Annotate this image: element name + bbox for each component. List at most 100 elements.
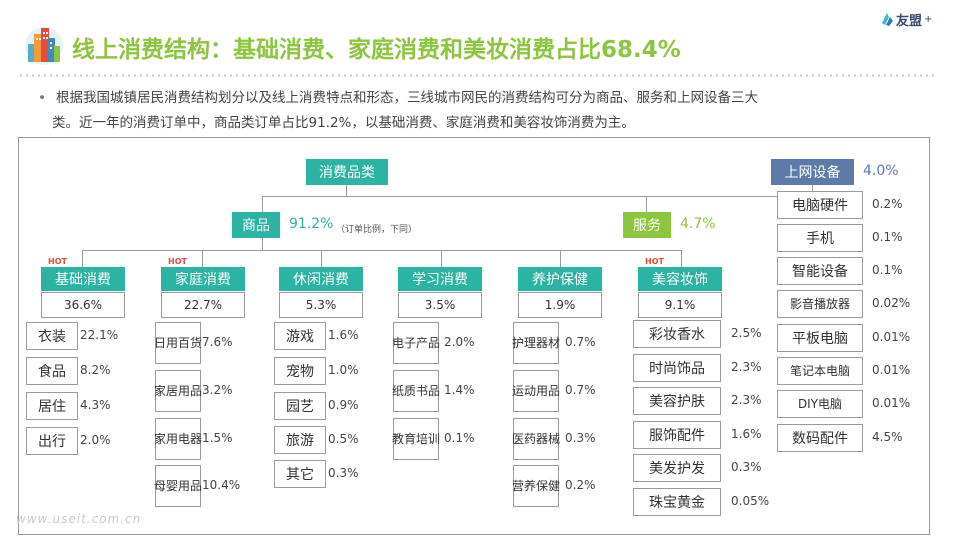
category-pct: 36.6% [41,292,125,318]
connector [560,250,561,267]
device-item: 影音播放器 [777,290,863,318]
category-item: 家用 电器 [154,418,202,460]
connector [82,250,682,251]
category-item: 居住 [26,392,78,420]
device-item-value: 0.01% [872,396,911,410]
connector [646,196,647,212]
category-item: 衣装 [26,322,78,350]
category-item: 教育 培训 [392,418,440,460]
connector [262,196,812,197]
category-node: 基础消费 [41,267,125,291]
category-item-value: 22.1% [80,328,119,342]
intro-line-2: 类。近一年的消费订单中，商品类订单占比91.2%，以基础消费、家庭消费和美容妆饰… [52,115,635,131]
category-item: 旅游 [274,426,326,454]
category-item: 彩妆香水 [633,320,721,348]
device-item-value: 0.02% [872,296,911,310]
category-item-value: 2.5% [731,326,762,340]
category-node: 养护保健 [518,267,602,291]
category-item-value: 8.2% [80,363,111,377]
category-pct: 22.7% [161,292,245,318]
category-item-value: 1.0% [328,363,359,377]
category-item: 其它 [274,460,326,488]
hot-badge: HOT [168,257,187,266]
category-item: 医药 器械 [512,418,560,460]
device-item-value: 0.1% [872,230,903,244]
device-item-value: 0.2% [872,197,903,211]
category-pct: 5.3% [279,292,363,318]
device-item-value: 0.01% [872,363,911,377]
logo-text: 友盟 [896,13,923,29]
category-item-value: 0.7% [565,383,596,397]
connector [681,250,682,267]
category-item-value: 0.3% [731,460,762,474]
category-item: 食品 [26,357,78,385]
category-pct: 3.5% [398,292,482,318]
category-node: 家庭消费 [161,267,245,291]
device-item: 笔记本电脑 [777,357,863,385]
watermark: www.useit.com.cn [16,512,142,526]
category-item: 服饰配件 [633,421,721,449]
category-item-value: 0.3% [328,466,359,480]
category-item: 游戏 [274,322,326,350]
diagram-frame [18,137,930,535]
category-item-value: 1.6% [328,328,359,342]
goods-node: 商品 [232,212,280,238]
device-item: 电脑硬件 [777,191,863,219]
category-item-value: 1.5% [202,431,233,445]
category-item: 家居 用品 [154,370,202,412]
category-item-value: 2.3% [731,360,762,374]
category-item: 日用 百货 [154,322,202,364]
category-item-value: 0.3% [565,431,596,445]
logo-plus: + [924,13,933,25]
category-item-value: 0.2% [565,478,596,492]
service-pct: 4.7% [680,216,716,232]
category-item: 珠宝黄金 [633,488,721,516]
device-item-value: 4.5% [872,430,903,444]
category-item-value: 7.6% [202,335,233,349]
category-item-value: 0.05% [731,494,770,508]
category-item-value: 0.9% [328,398,359,412]
category-node: 美容妆饰 [638,267,722,291]
goods-note: （订单比例，下同） [336,225,418,235]
service-node: 服务 [623,212,671,238]
device-item-value: 0.1% [872,263,903,277]
device-item: DIY电脑 [777,390,863,418]
devices-node: 上网设备 [771,159,854,185]
umeng-logo-icon [882,13,893,26]
umeng-logo: 友盟 + [880,8,940,30]
category-item: 出行 [26,427,78,455]
title-divider [18,74,938,77]
device-item: 数码配件 [777,424,863,452]
category-item-value: 2.0% [80,433,111,447]
connector [82,250,83,267]
devices-pct: 4.0% [863,163,899,179]
category-item: 美容护肤 [633,387,721,415]
bullet-mark: • [38,90,46,106]
category-item: 美发护发 [633,454,721,482]
category-item-value: 4.3% [80,398,111,412]
category-item: 电子 产品 [392,322,440,364]
connector [202,250,203,267]
intro-line-1-text: 根据我国城镇居民消费结构划分以及线上消费特点和形态，三线城市网民的消费结构可分为… [55,90,758,106]
category-item-value: 3.2% [202,383,233,397]
category-item-value: 2.0% [444,335,475,349]
category-item: 护理 器材 [512,322,560,364]
device-item: 智能设备 [777,257,863,285]
connector [346,185,347,196]
intro-line-1: • 根据我国城镇居民消费结构划分以及线上消费特点和形态，三线城市网民的消费结构可分… [38,86,908,111]
category-item: 母婴 用品 [154,465,202,507]
hot-badge: HOT [48,257,67,266]
category-node: 学习消费 [398,267,482,291]
device-item: 手机 [777,224,863,252]
category-pct: 1.9% [518,292,602,318]
category-item: 运动 用品 [512,370,560,412]
city-buildings-icon [22,22,66,66]
category-item-value: 0.5% [328,432,359,446]
device-item: 平板电脑 [777,324,863,352]
category-item: 纸质 书品 [392,370,440,412]
category-item: 宠物 [274,357,326,385]
root-node: 消费品类 [306,159,388,185]
category-item-value: 1.6% [731,427,762,441]
connector [262,196,263,212]
connector [262,238,263,250]
